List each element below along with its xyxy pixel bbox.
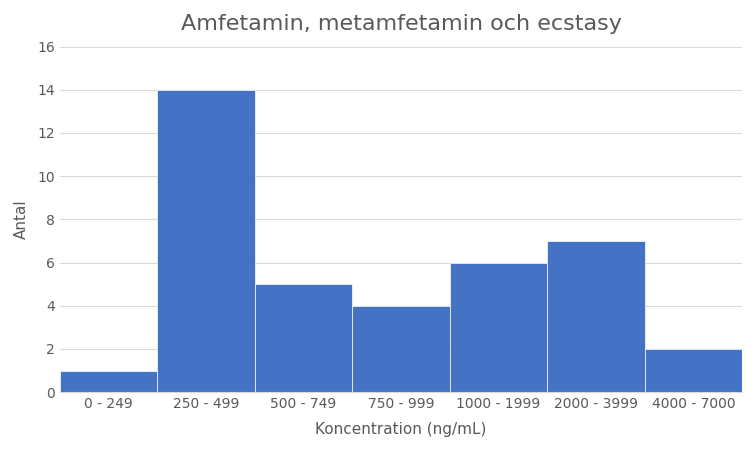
Bar (450, 262, 547, 392)
Bar (352, 306, 450, 392)
Bar (645, 349, 742, 392)
Bar (547, 241, 645, 392)
Y-axis label: Antal: Antal (14, 199, 29, 239)
Bar (60, 371, 157, 392)
Bar (255, 284, 352, 392)
Bar (157, 90, 255, 392)
Title: Amfetamin, metamfetamin och ecstasy: Amfetamin, metamfetamin och ecstasy (181, 14, 621, 34)
X-axis label: Koncentration (ng/mL): Koncentration (ng/mL) (315, 422, 487, 437)
